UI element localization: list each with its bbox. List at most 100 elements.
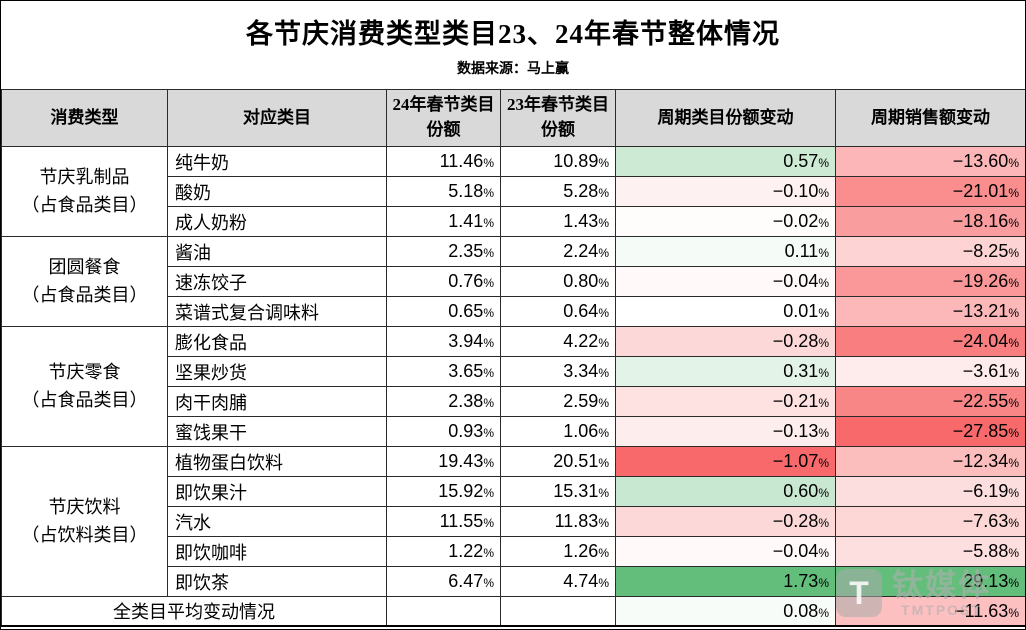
share23-cell: 10.89%: [500, 146, 616, 177]
share23-cell: 1.43%: [500, 206, 616, 237]
share23-cell: 4.74%: [500, 566, 616, 597]
sales-change-cell: −3.61%: [835, 356, 1025, 387]
share23-cell: 2.24%: [500, 236, 616, 267]
category-cell: 纯牛奶: [167, 146, 387, 177]
share23-cell: 0.64%: [500, 296, 616, 327]
share24-cell: 2.38%: [386, 386, 501, 417]
sales-change-cell: −22.55%: [835, 386, 1025, 417]
share24-cell: 0.65%: [386, 296, 501, 327]
summary-label: 全类目平均变动情况: [1, 596, 387, 627]
share-change-cell: −0.10%: [615, 176, 836, 207]
group-note: （占食品类目）: [21, 389, 148, 410]
sales-change-cell: −19.26%: [835, 266, 1025, 297]
table-row: 菜谱式复合调味料 0.65% 0.64% 0.01% −13.21%: [2, 296, 1025, 327]
share23-cell: 1.06%: [500, 416, 616, 447]
table-row: 成人奶粉 1.41% 1.43% −0.02% −18.16%: [2, 206, 1025, 237]
share-change-cell: 0.01%: [615, 296, 836, 327]
share23-cell: 20.51%: [500, 446, 616, 477]
share23-cell: 1.26%: [500, 536, 616, 567]
share24-cell: 19.43%: [386, 446, 501, 477]
group-cell: 团圆餐食 （占食品类目）: [1, 236, 168, 327]
data-source-note: 数据来源：马上赢: [457, 62, 569, 77]
sales-change-cell: −13.21%: [835, 296, 1025, 327]
sales-change-cell: −5.88%: [835, 536, 1025, 567]
share24-cell: 3.94%: [386, 326, 501, 357]
page-title: 各节庆消费类型类目23、24年春节整体情况: [246, 19, 780, 49]
sales-change-cell: 29.13%: [835, 566, 1025, 597]
share24-cell: 1.22%: [386, 536, 501, 567]
group-name: 节庆零食: [48, 361, 121, 382]
sales-change-cell: −18.16%: [835, 206, 1025, 237]
category-cell: 即饮果汁: [167, 476, 387, 507]
summary-row: 全类目平均变动情况 0.08% −11.63%: [1, 596, 1025, 627]
share-change-cell: −0.13%: [615, 416, 836, 447]
table-row: 坚果炒货 3.65% 3.34% 0.31% −3.61%: [2, 356, 1025, 387]
table-row: 团圆餐食 （占食品类目） 酱油 2.35% 2.24% 0.11% −8.25%: [1, 236, 1025, 327]
category-cell: 膨化食品: [167, 326, 387, 357]
table-row: 节庆零食 （占食品类目） 膨化食品 3.94% 4.22% −0.28% −24.04%: [1, 326, 1025, 447]
sales-change-cell: −27.85%: [835, 416, 1025, 447]
share24-cell: 0.76%: [386, 266, 501, 297]
header-share-change: 周期类目份额变动: [615, 89, 836, 147]
category-cell: 蜜饯果干: [167, 416, 387, 447]
share-change-cell: −0.04%: [615, 536, 836, 567]
share24-cell: 11.46%: [386, 146, 501, 177]
category-cell: 成人奶粉: [167, 206, 387, 237]
empty-share23-cell: [500, 596, 616, 627]
category-cell: 酸奶: [167, 176, 387, 207]
category-cell: 肉干肉脯: [167, 386, 387, 417]
share-change-cell: −1.07%: [615, 446, 836, 477]
summary-share-change-cell: 0.08%: [615, 596, 836, 627]
group-name: 节庆乳制品: [39, 166, 130, 187]
group-name: 团圆餐食: [48, 256, 121, 277]
header-share-23: 23年春节类目份额: [500, 89, 616, 147]
category-cell: 即饮咖啡: [167, 536, 387, 567]
share23-cell: 2.59%: [500, 386, 616, 417]
share-change-cell: −0.02%: [615, 206, 836, 237]
table-row: 汽水 11.55% 11.83% −0.28% −7.63%: [2, 506, 1025, 537]
table-row: 速冻饺子 0.76% 0.80% −0.04% −19.26%: [2, 266, 1025, 297]
table-row: 肉干肉脯 2.38% 2.59% −0.21% −22.55%: [2, 386, 1025, 417]
share24-cell: 6.47%: [386, 566, 501, 597]
share23-cell: 5.28%: [500, 176, 616, 207]
group-cell: 节庆饮料 （占饮料类目）: [1, 446, 168, 597]
category-cell: 即饮茶: [167, 566, 387, 597]
sales-change-cell: −7.63%: [835, 506, 1025, 537]
share24-cell: 3.65%: [386, 356, 501, 387]
share-change-cell: −0.28%: [615, 506, 836, 537]
share-change-cell: 0.11%: [615, 236, 836, 267]
header-share-24: 24年春节类目份额: [386, 89, 501, 147]
share-change-cell: −0.04%: [615, 266, 836, 297]
share24-cell: 15.92%: [386, 476, 501, 507]
table-header: 消费类型 对应类目 24年春节类目份额 23年春节类目份额 周期类目份额变动 周…: [1, 89, 1025, 147]
sales-change-cell: −6.19%: [835, 476, 1025, 507]
group-note: （占饮料类目）: [21, 524, 148, 545]
sales-change-cell: −12.34%: [835, 446, 1025, 477]
sales-change-cell: −21.01%: [835, 176, 1025, 207]
group-note: （占食品类目）: [21, 194, 148, 215]
category-cell: 坚果炒货: [167, 356, 387, 387]
share23-cell: 0.80%: [500, 266, 616, 297]
share-change-cell: 0.57%: [615, 146, 836, 177]
table-body: 节庆乳制品 （占食品类目） 纯牛奶 11.46% 10.89% 0.57% −13.60% 酸…: [1, 146, 1025, 627]
table-row: 即饮果汁 15.92% 15.31% 0.60% −6.19%: [2, 476, 1025, 507]
group-name: 节庆饮料: [48, 496, 121, 517]
category-cell: 酱油: [167, 236, 387, 267]
group-cell: 节庆乳制品 （占食品类目）: [1, 146, 168, 237]
share-change-cell: 1.73%: [615, 566, 836, 597]
sales-change-cell: −8.25%: [835, 236, 1025, 267]
share23-cell: 15.31%: [500, 476, 616, 507]
table-row: 节庆饮料 （占饮料类目） 植物蛋白饮料 19.43% 20.51% −1.07% −12.3…: [1, 446, 1025, 597]
category-cell: 汽水: [167, 506, 387, 537]
share23-cell: 4.22%: [500, 326, 616, 357]
category-cell: 植物蛋白饮料: [167, 446, 387, 477]
empty-share24-cell: [386, 596, 501, 627]
header-row: 消费类型 对应类目 24年春节类目份额 23年春节类目份额 周期类目份额变动 周…: [1, 89, 1025, 147]
group-note: （占食品类目）: [21, 284, 148, 305]
share-change-cell: 0.31%: [615, 356, 836, 387]
group-cell: 节庆零食 （占食品类目）: [1, 326, 168, 447]
summary-sales-change-cell: −11.63%: [835, 596, 1025, 627]
category-cell: 菜谱式复合调味料: [167, 296, 387, 327]
sales-change-cell: −24.04%: [835, 326, 1025, 357]
